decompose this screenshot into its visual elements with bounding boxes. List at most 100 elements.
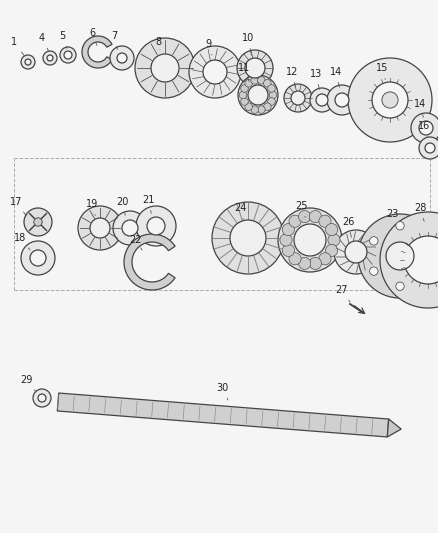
Circle shape [328, 234, 340, 246]
Circle shape [237, 50, 273, 86]
Circle shape [122, 220, 138, 236]
Circle shape [64, 51, 72, 59]
Circle shape [117, 53, 127, 63]
Circle shape [34, 218, 42, 226]
Text: 8: 8 [155, 37, 161, 50]
Text: 18: 18 [14, 233, 30, 250]
Text: 30: 30 [216, 383, 228, 400]
Text: 11: 11 [238, 63, 250, 82]
Circle shape [189, 46, 241, 98]
Circle shape [382, 92, 398, 108]
Circle shape [25, 59, 31, 65]
Circle shape [238, 75, 278, 115]
Circle shape [325, 244, 338, 256]
Circle shape [248, 85, 268, 105]
Circle shape [241, 85, 248, 92]
Text: 14: 14 [330, 67, 342, 87]
Circle shape [404, 236, 438, 284]
Text: 14: 14 [414, 99, 426, 117]
Circle shape [78, 206, 122, 250]
Circle shape [419, 121, 433, 135]
Circle shape [386, 242, 414, 270]
Circle shape [309, 211, 321, 223]
Circle shape [38, 394, 46, 402]
Circle shape [358, 214, 438, 298]
Circle shape [335, 93, 349, 107]
Text: 9: 9 [205, 39, 212, 55]
Circle shape [419, 137, 438, 159]
Circle shape [203, 60, 227, 84]
Circle shape [299, 211, 311, 223]
Circle shape [280, 234, 292, 246]
Circle shape [251, 77, 258, 84]
Circle shape [310, 88, 334, 112]
Circle shape [147, 217, 165, 235]
Text: 10: 10 [242, 33, 254, 55]
Circle shape [316, 94, 328, 106]
Circle shape [90, 218, 110, 238]
Circle shape [370, 237, 378, 245]
Circle shape [212, 202, 284, 274]
Text: 24: 24 [234, 203, 246, 220]
Circle shape [284, 84, 312, 112]
Circle shape [327, 85, 357, 115]
Text: 25: 25 [296, 201, 308, 217]
Text: 27: 27 [336, 285, 350, 302]
Polygon shape [124, 234, 175, 290]
Circle shape [258, 77, 265, 84]
Polygon shape [387, 419, 401, 437]
Circle shape [239, 91, 247, 99]
Circle shape [283, 223, 294, 236]
Text: 15: 15 [376, 63, 388, 79]
Circle shape [30, 250, 46, 266]
Circle shape [372, 82, 408, 118]
Text: 16: 16 [418, 121, 430, 138]
Polygon shape [57, 393, 389, 437]
Circle shape [396, 222, 404, 230]
Text: 21: 21 [142, 195, 154, 213]
Circle shape [289, 253, 301, 265]
Circle shape [309, 257, 321, 270]
Circle shape [345, 241, 367, 263]
Text: 23: 23 [386, 209, 398, 225]
Circle shape [245, 79, 252, 87]
Circle shape [370, 267, 378, 276]
Text: 26: 26 [342, 217, 354, 237]
Circle shape [268, 85, 276, 92]
Circle shape [245, 58, 265, 78]
Circle shape [291, 91, 305, 105]
Circle shape [21, 241, 55, 275]
Circle shape [289, 215, 301, 227]
Circle shape [319, 215, 331, 227]
Circle shape [24, 208, 52, 236]
Circle shape [319, 253, 331, 265]
Text: 12: 12 [286, 67, 298, 87]
Polygon shape [82, 36, 112, 68]
Text: 20: 20 [116, 197, 128, 215]
Text: 7: 7 [111, 31, 117, 50]
Circle shape [264, 79, 271, 87]
Circle shape [422, 237, 431, 245]
Circle shape [258, 106, 265, 114]
Circle shape [251, 106, 258, 114]
Text: 1: 1 [11, 37, 25, 56]
Text: 22: 22 [130, 235, 142, 250]
Text: 6: 6 [89, 28, 97, 45]
Circle shape [230, 220, 266, 256]
Circle shape [47, 55, 53, 61]
Circle shape [396, 282, 404, 290]
Circle shape [283, 244, 294, 256]
Circle shape [43, 51, 57, 65]
Circle shape [60, 47, 76, 63]
Text: 4: 4 [39, 33, 49, 52]
Circle shape [33, 389, 51, 407]
Circle shape [299, 257, 311, 270]
Circle shape [380, 212, 438, 308]
Circle shape [21, 55, 35, 69]
Circle shape [348, 58, 432, 142]
Circle shape [334, 230, 378, 274]
Circle shape [135, 38, 195, 98]
Circle shape [278, 208, 342, 272]
Text: 19: 19 [86, 199, 98, 215]
Text: 5: 5 [59, 31, 67, 49]
